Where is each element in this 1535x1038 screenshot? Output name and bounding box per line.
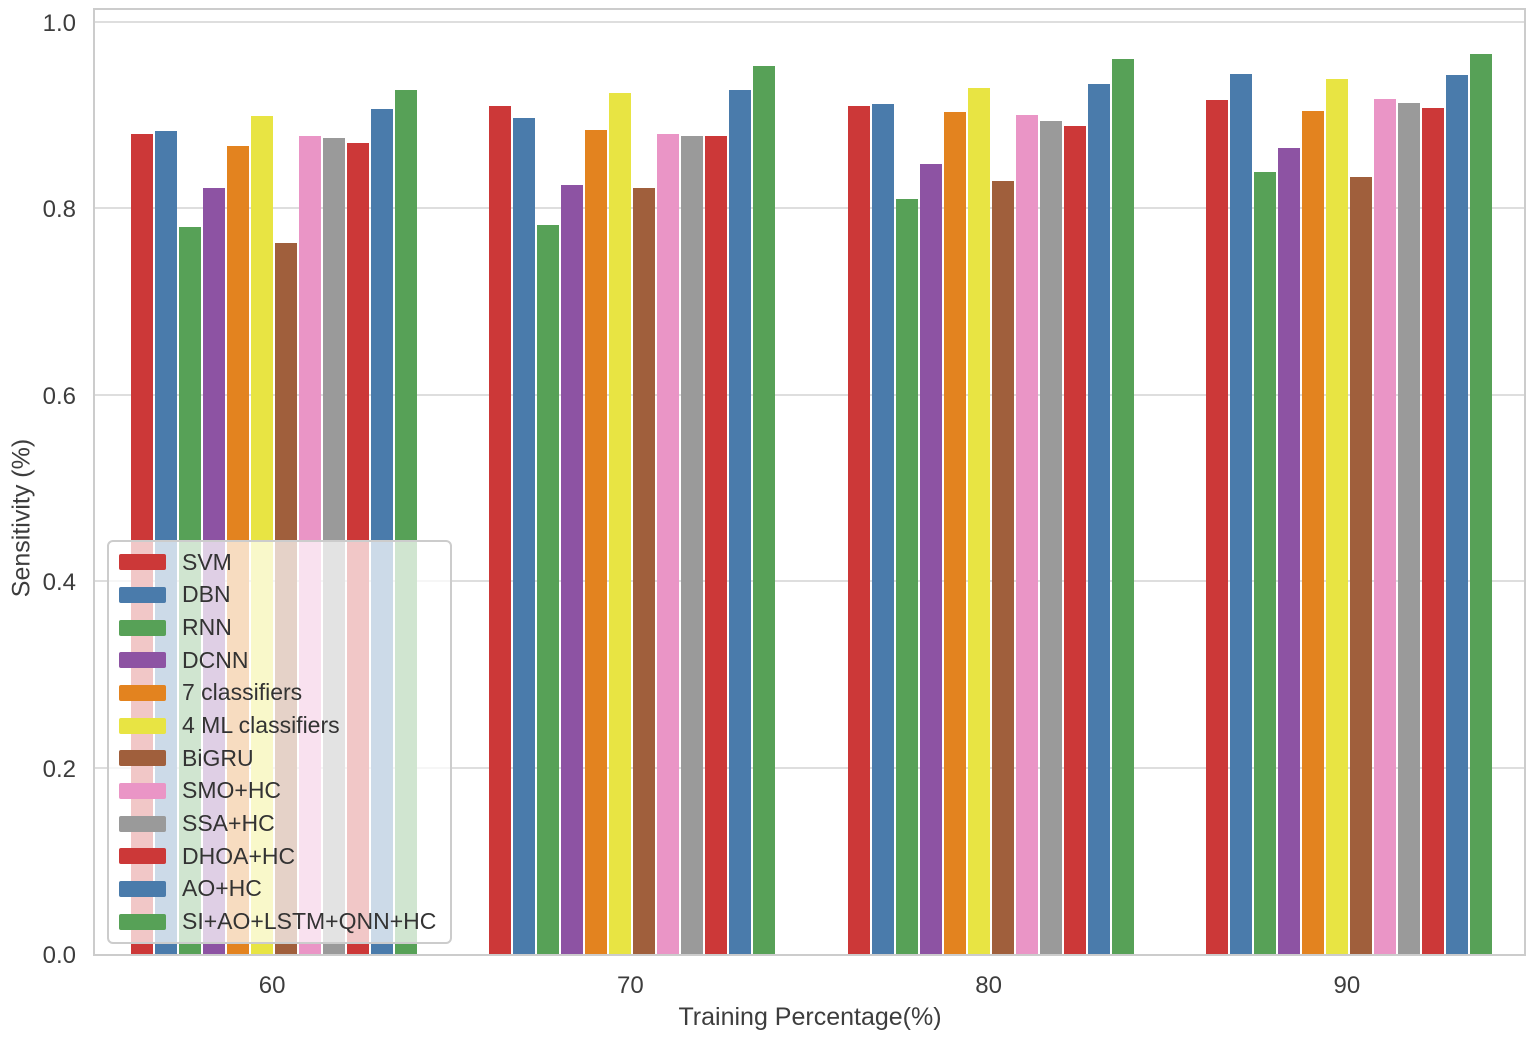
- bar-si-ao-lstm-qnn-hc: [1111, 59, 1134, 954]
- plot-area: SVM DBN RNN DCNN 7 classifiers 4 ML classifie…: [93, 8, 1526, 956]
- legend-swatch: [119, 652, 166, 669]
- legend-label: SI+AO+LSTM+QNN+HC: [182, 908, 437, 935]
- legend-label: RNN: [182, 614, 232, 641]
- bar-dbn: [1229, 74, 1252, 954]
- gridline: [95, 207, 1524, 210]
- bar-rnn: [895, 199, 918, 954]
- bar-bigru: [633, 188, 656, 954]
- legend-label: 4 ML classifiers: [182, 712, 340, 739]
- bar-ssa-hc: [1039, 121, 1062, 954]
- y-tick-label: 0.0: [42, 942, 76, 969]
- bar-bigru: [1349, 177, 1372, 954]
- bar-ssa-hc: [1397, 103, 1420, 954]
- legend-swatch: [119, 750, 166, 767]
- legend-item: SI+AO+LSTM+QNN+HC: [119, 908, 450, 935]
- bar-ao-hc: [729, 90, 752, 954]
- bar-7-classifiers: [585, 130, 608, 954]
- bar-7-classifiers: [943, 112, 966, 954]
- bar-dcnn: [1277, 148, 1300, 954]
- legend-label: SVM: [182, 548, 232, 575]
- legend-label: DBN: [182, 581, 231, 608]
- x-tick-label: 70: [617, 972, 644, 999]
- bar-dbn: [871, 104, 894, 954]
- gridline: [95, 580, 1524, 583]
- bar-group-90: [1170, 10, 1528, 954]
- y-tick-label: 0.6: [42, 382, 76, 410]
- bar-si-ao-lstm-qnn-hc: [1469, 54, 1492, 954]
- bar-smo-hc: [657, 134, 680, 954]
- legend-swatch: [119, 880, 166, 897]
- bar-svm: [1205, 100, 1228, 954]
- x-tick-label: 60: [258, 972, 286, 999]
- legend-item: DCNN: [119, 647, 450, 674]
- bar-rnn: [537, 225, 560, 954]
- bar-ao-hc: [1087, 84, 1110, 954]
- bar-bigru: [991, 181, 1014, 954]
- y-tick-label: 0.8: [42, 196, 76, 224]
- bar-dcnn: [561, 185, 584, 954]
- gridline: [95, 393, 1524, 396]
- bar-4-ml-classifiers: [609, 93, 632, 954]
- legend: SVM DBN RNN DCNN 7 classifiers 4 ML classifie…: [107, 540, 452, 944]
- legend-swatch: [119, 684, 166, 701]
- legend-swatch: [119, 815, 166, 832]
- legend-swatch: [119, 586, 166, 603]
- y-tick-label: 0.4: [42, 569, 76, 597]
- y-tick-label: 0.2: [42, 755, 76, 783]
- legend-swatch: [119, 717, 166, 734]
- bar-4-ml-classifiers: [1325, 79, 1348, 954]
- legend-item: SVM: [119, 549, 450, 576]
- bar-dbn: [513, 118, 536, 954]
- bar-rnn: [1253, 172, 1276, 954]
- legend-label: BiGRU: [182, 744, 254, 771]
- legend-item: AO+HC: [119, 875, 450, 902]
- gridline: [95, 21, 1524, 23]
- bar-smo-hc: [1015, 115, 1038, 954]
- legend-label: DHOA+HC: [182, 842, 296, 869]
- legend-label: SMO+HC: [182, 777, 282, 804]
- legend-label: 7 classifiers: [182, 679, 303, 706]
- legend-item: SSA+HC: [119, 810, 450, 837]
- bar-svm: [847, 106, 870, 954]
- legend-swatch: [119, 913, 166, 930]
- legend-item: 4 ML classifiers: [119, 712, 450, 739]
- bar-group-70: [453, 10, 811, 954]
- bar-ssa-hc: [681, 136, 704, 954]
- bar-svm: [489, 106, 512, 954]
- gridline: [95, 766, 1524, 769]
- legend-item: DBN: [119, 581, 450, 608]
- bar-dcnn: [919, 164, 942, 954]
- legend-item: SMO+HC: [119, 777, 450, 804]
- bar-dhoa-hc: [1063, 126, 1086, 954]
- bar-4-ml-classifiers: [967, 88, 990, 954]
- bar-dhoa-hc: [705, 136, 728, 954]
- bar-si-ao-lstm-qnn-hc: [753, 66, 776, 954]
- bar-group-80: [812, 10, 1170, 954]
- legend-swatch: [119, 782, 166, 799]
- legend-label: SSA+HC: [182, 810, 275, 837]
- x-tick-label: 80: [975, 972, 1002, 999]
- legend-swatch: [119, 619, 166, 636]
- bar-smo-hc: [1373, 99, 1396, 954]
- legend-item: DHOA+HC: [119, 843, 450, 870]
- legend-swatch: [119, 848, 166, 865]
- bar-7-classifiers: [1301, 111, 1324, 954]
- y-tick-label: 1.0: [42, 10, 76, 37]
- legend-label: DCNN: [182, 646, 249, 673]
- legend-item: BiGRU: [119, 745, 450, 772]
- legend-swatch: [119, 554, 166, 571]
- legend-item: 7 classifiers: [119, 679, 450, 706]
- x-tick-label: 90: [1333, 972, 1361, 999]
- bar-dhoa-hc: [1421, 108, 1444, 954]
- bar-ao-hc: [1445, 75, 1468, 954]
- legend-label: AO+HC: [182, 875, 262, 902]
- x-axis-title: Training Percentage(%): [678, 1003, 942, 1031]
- legend-item: RNN: [119, 614, 450, 641]
